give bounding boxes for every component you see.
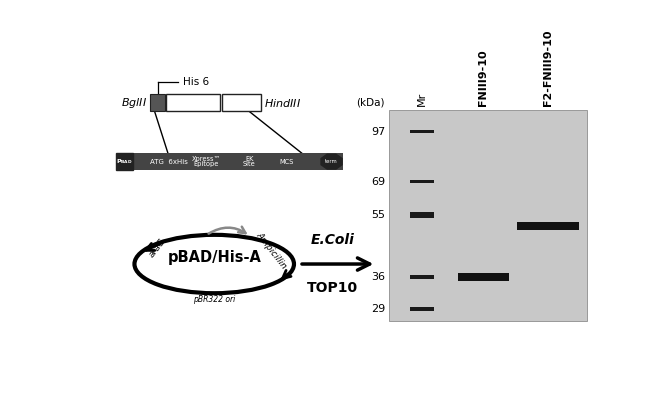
FancyBboxPatch shape <box>410 212 434 218</box>
Text: Mr: Mr <box>417 91 427 106</box>
FancyBboxPatch shape <box>389 110 588 322</box>
Text: E.Coli: E.Coli <box>311 233 355 247</box>
Text: pBAD/His-A: pBAD/His-A <box>167 250 261 265</box>
FancyBboxPatch shape <box>167 94 220 111</box>
Text: 36: 36 <box>371 272 385 282</box>
FancyBboxPatch shape <box>457 273 509 281</box>
Text: $\it{Bg}$$\it{l}$$\it{II}$: $\it{Bg}$$\it{l}$$\it{II}$ <box>122 96 147 110</box>
Text: EK: EK <box>245 156 254 162</box>
FancyBboxPatch shape <box>150 94 165 111</box>
Text: (kDa): (kDa) <box>357 97 385 107</box>
FancyBboxPatch shape <box>222 94 260 111</box>
Text: TOP10: TOP10 <box>307 281 358 295</box>
FancyBboxPatch shape <box>410 130 434 133</box>
FancyBboxPatch shape <box>517 222 578 230</box>
Text: 97: 97 <box>371 127 385 137</box>
Text: term: term <box>325 159 338 164</box>
Text: pBR322 ori: pBR322 ori <box>193 295 235 304</box>
Text: araC: araC <box>147 237 167 259</box>
Text: 29: 29 <box>371 304 385 314</box>
FancyBboxPatch shape <box>133 153 343 170</box>
Text: F2-FNIII9-10: F2-FNIII9-10 <box>542 29 552 106</box>
Text: FNIII9-10: FNIII9-10 <box>478 49 488 106</box>
Text: MCS: MCS <box>279 159 293 164</box>
Text: His 6: His 6 <box>183 77 209 87</box>
Polygon shape <box>321 154 342 169</box>
Polygon shape <box>116 153 133 170</box>
FancyBboxPatch shape <box>410 275 434 279</box>
Text: 55: 55 <box>371 210 385 220</box>
Text: Xpress™: Xpress™ <box>192 156 221 162</box>
Text: FGF2: FGF2 <box>174 96 212 109</box>
Text: 69: 69 <box>371 177 385 187</box>
Text: FN: FN <box>231 96 252 109</box>
Text: Ampicillin: Ampicillin <box>254 231 289 271</box>
FancyBboxPatch shape <box>410 180 434 183</box>
Text: Epitope: Epitope <box>194 162 219 167</box>
Text: $\mathbf{P}_{\mathbf{BAD}}$: $\mathbf{P}_{\mathbf{BAD}}$ <box>116 157 133 166</box>
Text: Site: Site <box>243 162 256 167</box>
Text: $\it{Hind}$$\it{III}$: $\it{Hind}$$\it{III}$ <box>264 97 301 109</box>
FancyBboxPatch shape <box>410 307 434 311</box>
Text: ATG  6xHis: ATG 6xHis <box>150 159 188 164</box>
